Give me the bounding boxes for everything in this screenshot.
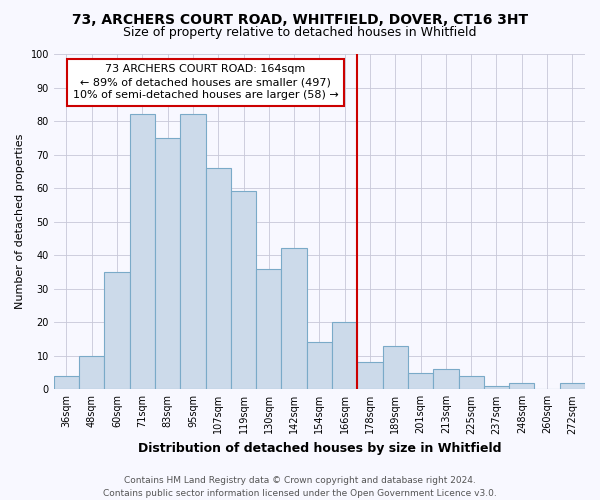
Bar — [104, 272, 130, 390]
Bar — [332, 322, 358, 390]
Bar — [383, 346, 408, 390]
X-axis label: Distribution of detached houses by size in Whitfield: Distribution of detached houses by size … — [137, 442, 501, 455]
Bar — [79, 356, 104, 390]
Y-axis label: Number of detached properties: Number of detached properties — [15, 134, 25, 310]
Bar — [130, 114, 155, 390]
Bar — [281, 248, 307, 390]
Bar — [509, 382, 535, 390]
Bar — [458, 376, 484, 390]
Bar — [433, 369, 458, 390]
Text: Contains HM Land Registry data © Crown copyright and database right 2024.
Contai: Contains HM Land Registry data © Crown c… — [103, 476, 497, 498]
Text: 73, ARCHERS COURT ROAD, WHITFIELD, DOVER, CT16 3HT: 73, ARCHERS COURT ROAD, WHITFIELD, DOVER… — [72, 12, 528, 26]
Text: Size of property relative to detached houses in Whitfield: Size of property relative to detached ho… — [123, 26, 477, 39]
Bar — [256, 268, 281, 390]
Bar — [155, 138, 180, 390]
Bar — [54, 376, 79, 390]
Bar — [180, 114, 206, 390]
Bar — [231, 192, 256, 390]
Bar — [484, 386, 509, 390]
Text: 73 ARCHERS COURT ROAD: 164sqm
← 89% of detached houses are smaller (497)
10% of : 73 ARCHERS COURT ROAD: 164sqm ← 89% of d… — [73, 64, 338, 100]
Bar — [307, 342, 332, 390]
Bar — [560, 382, 585, 390]
Bar — [408, 372, 433, 390]
Bar — [358, 362, 383, 390]
Bar — [206, 168, 231, 390]
